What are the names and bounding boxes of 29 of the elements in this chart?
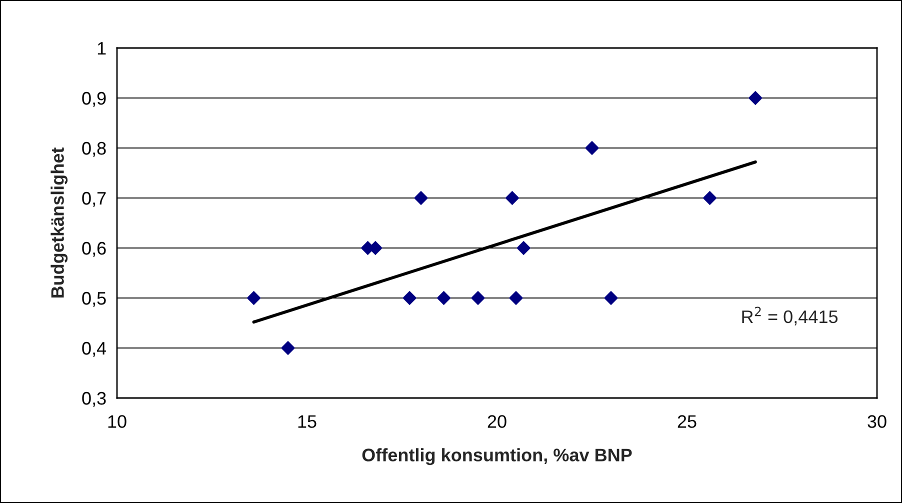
y-tick-label: 0,5 (82, 292, 106, 307)
point (516, 241, 531, 255)
point (604, 291, 618, 305)
point (748, 91, 762, 105)
point (436, 291, 451, 305)
y-tick-label: 0,9 (82, 92, 106, 107)
y-tick-label: 1 (98, 42, 106, 55)
y-tick-label: 0,3 (82, 392, 106, 407)
y-tick-label: 0,4 (82, 342, 106, 357)
x-tick-label: 10 (108, 415, 126, 428)
annotation: R$^{2}$ = 0,4415 (742, 306, 838, 326)
y-axis-title: Budgetkänslighet (50, 147, 68, 298)
point (402, 291, 417, 305)
point (246, 291, 261, 305)
x-tick-label: 30 (868, 415, 886, 428)
point (281, 341, 295, 355)
x-tick-label: 20 (488, 415, 506, 428)
y-tick-label: 0,7 (82, 192, 106, 207)
point (414, 191, 428, 205)
x-tick-label: 15 (298, 415, 316, 428)
point (702, 191, 717, 205)
x-tick-label: 25 (678, 415, 696, 428)
point (509, 291, 523, 305)
point (505, 191, 520, 205)
y-tick-label: 0,6 (82, 242, 106, 257)
x-axis-title: Offentlig konsumtion, %av BNP (362, 448, 632, 466)
point (471, 291, 485, 305)
point (585, 141, 599, 155)
y-tick-label: 0,8 (82, 142, 106, 157)
